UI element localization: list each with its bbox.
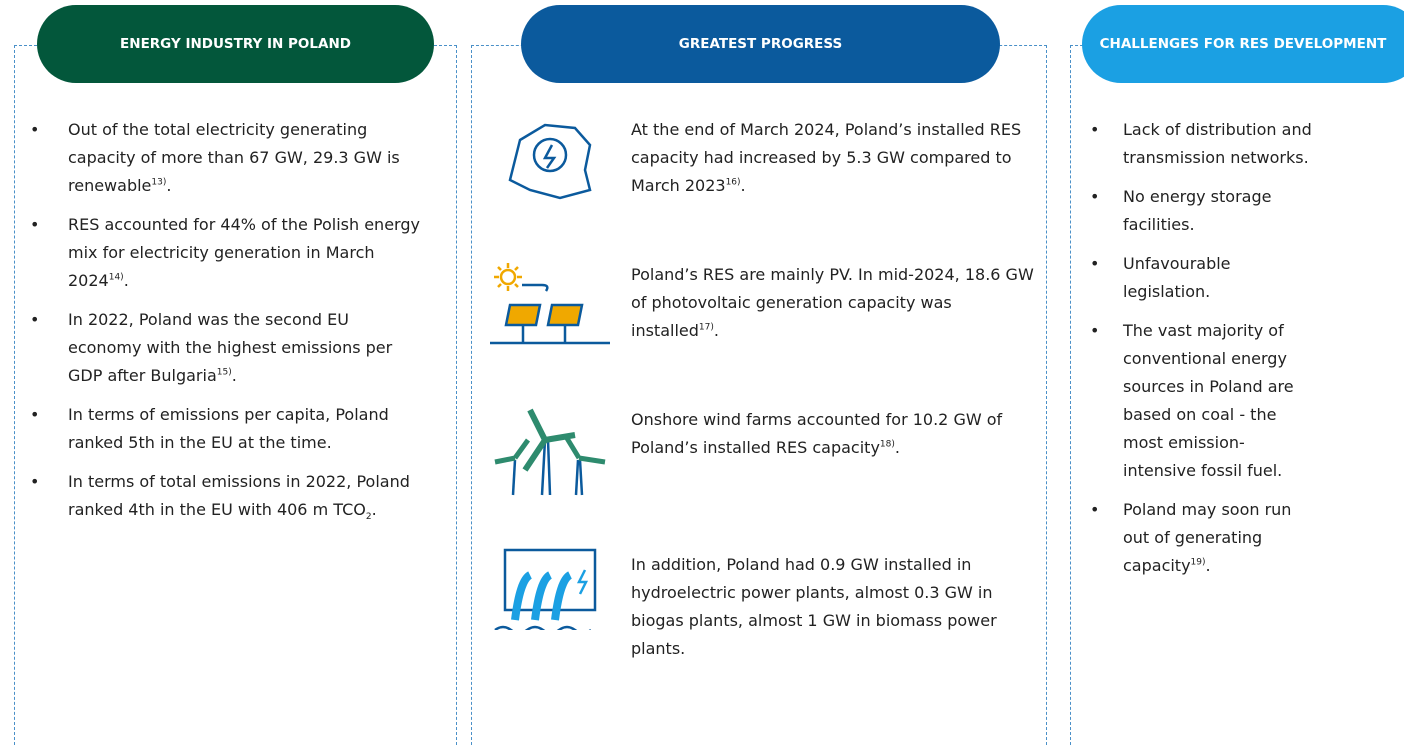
icons	[490, 123, 610, 630]
map-icon	[508, 123, 592, 200]
punctuation: .	[231, 366, 237, 385]
column-header: GREATEST PROGRESS	[521, 5, 1000, 83]
footnote-ref: 19)	[1190, 557, 1206, 568]
hydro-icon	[494, 548, 597, 630]
list-item: The vast majority of conventional energy…	[1090, 317, 1313, 485]
list-item: In terms of total emissions in 2022, Pol…	[30, 468, 420, 524]
item-text: In addition, Poland had 0.9 GW installed…	[631, 555, 997, 658]
footnote-ref: 14)	[108, 272, 124, 283]
list-item: Onshore wind farms accounted for 10.2 GW…	[631, 406, 1041, 540]
footnote-ref: 13)	[151, 177, 167, 188]
item-text: Poland’s RES are mainly PV. In mid-2024,…	[631, 265, 1034, 340]
punctuation: .	[1205, 556, 1211, 575]
subscript: 2	[365, 512, 372, 523]
item-text: In terms of total emissions in 2022, Pol…	[68, 472, 410, 519]
item-text: No energy storage facilities.	[1123, 187, 1272, 234]
item-text: RES accounted for 44% of the Polish ener…	[68, 215, 420, 290]
item-text: The vast majority of conventional energy…	[1123, 321, 1294, 480]
item-list: At the end of March 2024, Poland’s insta…	[631, 116, 1041, 696]
list-item: Lack of distribution and transmission ne…	[1090, 116, 1313, 172]
item-text: Onshore wind farms accounted for 10.2 GW…	[631, 410, 1003, 457]
punctuation: .	[713, 321, 719, 340]
page: ENERGY INDUSTRY IN POLAND GREATEST PROGR…	[0, 0, 1404, 708]
punctuation: .	[894, 438, 900, 457]
punctuation: .	[371, 500, 377, 519]
list-item: RES accounted for 44% of the Polish ener…	[30, 211, 420, 295]
item-text: Unfavourable legislation.	[1123, 254, 1231, 301]
wind-icon	[494, 408, 606, 496]
list-item: Unfavourable legislation.	[1090, 250, 1313, 306]
list-item: In terms of emissions per capita, Poland…	[30, 401, 420, 457]
column-header: CHALLENGES FOR RES DEVELOPMENT	[1082, 5, 1404, 83]
list-item: Poland may soon run out of generating ca…	[1090, 496, 1313, 580]
column-header: ENERGY INDUSTRY IN POLAND	[37, 5, 434, 83]
item-text: Lack of distribution and transmission ne…	[1123, 120, 1312, 167]
footnote-ref: 18)	[879, 439, 895, 450]
bullet-list: Out of the total electricity generating …	[30, 116, 420, 535]
item-text: Poland may soon run out of generating ca…	[1123, 500, 1292, 575]
solar-icon	[490, 263, 610, 345]
list-item: In addition, Poland had 0.9 GW installed…	[631, 551, 1041, 685]
list-item: In 2022, Poland was the second EU econom…	[30, 306, 420, 390]
item-text: At the end of March 2024, Poland’s insta…	[631, 120, 1022, 195]
item-text: In 2022, Poland was the second EU econom…	[68, 310, 393, 385]
punctuation: .	[166, 176, 172, 195]
list-item: At the end of March 2024, Poland’s insta…	[631, 116, 1041, 250]
footnote-ref: 15)	[216, 367, 232, 378]
punctuation: .	[740, 176, 746, 195]
list-item: Poland’s RES are mainly PV. In mid-2024,…	[631, 261, 1041, 395]
footnote-ref: 16)	[725, 177, 741, 188]
list-item: No energy storage facilities.	[1090, 183, 1313, 239]
punctuation: .	[123, 271, 129, 290]
footnote-ref: 17)	[698, 322, 714, 333]
list-item: Out of the total electricity generating …	[30, 116, 420, 200]
bullet-list: Lack of distribution and transmission ne…	[1090, 116, 1313, 591]
item-text: In terms of emissions per capita, Poland…	[68, 405, 389, 452]
item-text: Out of the total electricity generating …	[68, 120, 400, 195]
